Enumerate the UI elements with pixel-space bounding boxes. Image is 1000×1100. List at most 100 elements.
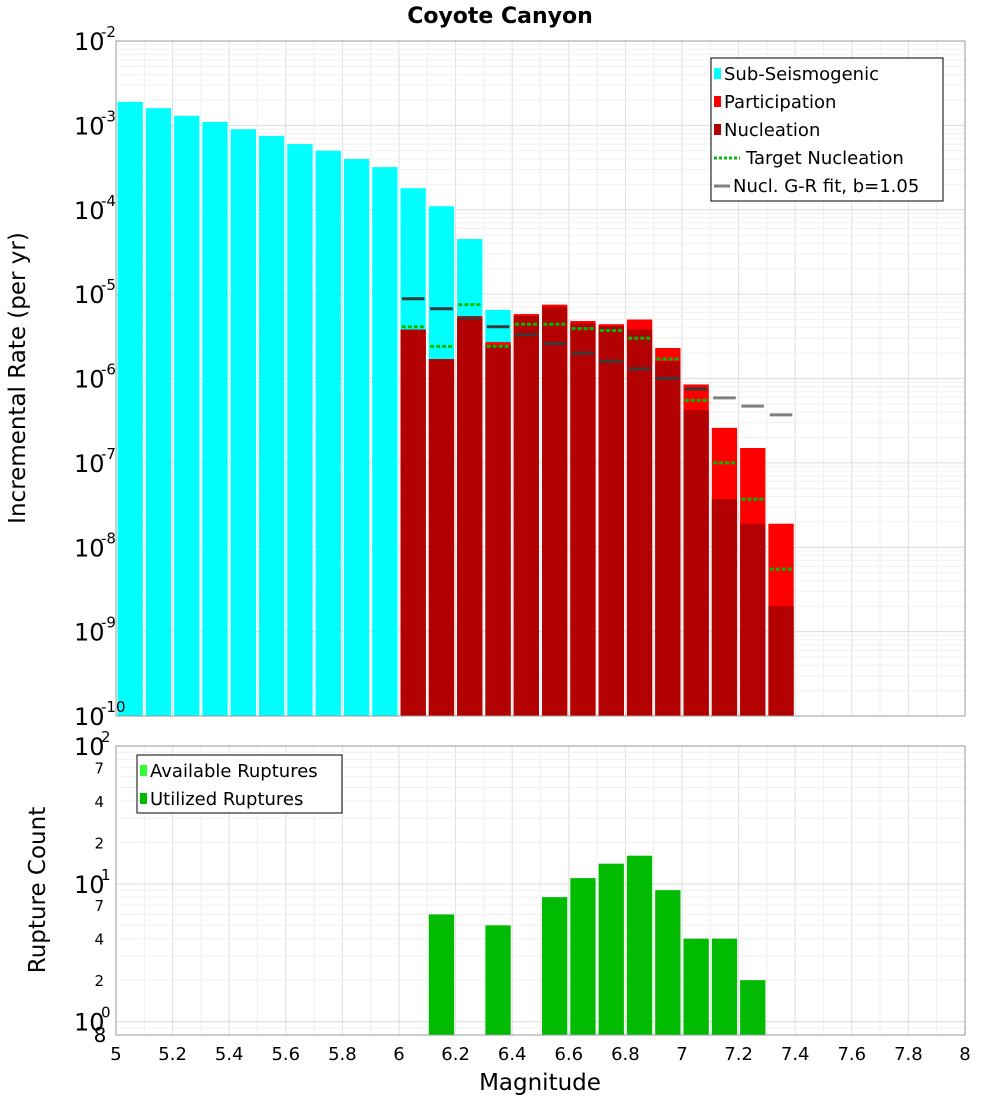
chart-title: Coyote Canyon: [407, 4, 593, 29]
y-tick-exponent: -10: [101, 698, 126, 716]
x-tick-label: 6.4: [498, 1044, 527, 1065]
bar-utilized-ruptures: [485, 925, 511, 1035]
y-tick-label: 10-4: [74, 192, 116, 225]
bar-utilized-ruptures: [598, 863, 624, 1035]
x-tick-label: 5.6: [271, 1044, 300, 1065]
y-tick-exponent: -6: [101, 361, 116, 379]
bar-sub-seismogenic: [202, 121, 228, 716]
x-tick-label: 6: [393, 1044, 404, 1065]
legend-swatch: [714, 68, 721, 79]
bottom-plot-frame: [115, 745, 966, 1036]
bar-sub-seismogenic: [372, 167, 398, 716]
bar-nucleation: [598, 325, 624, 716]
bar-nucleation: [485, 344, 511, 716]
legend-item: Nucleation: [714, 120, 820, 141]
legend-item: Sub-Seismogenic: [714, 64, 879, 85]
legend-label: Available Ruptures: [150, 761, 318, 782]
bar-sub-seismogenic: [287, 144, 313, 716]
bar-nucleation: [542, 307, 568, 716]
y-tick-base: 10: [74, 1009, 105, 1037]
bar-utilized-ruptures: [711, 938, 738, 1035]
bar-sub-seismogenic: [174, 115, 200, 716]
y-minor-tick-label: 4: [94, 793, 104, 811]
x-tick-label: 8: [959, 1044, 970, 1065]
y-tick-label: 10-5: [74, 276, 116, 309]
y-tick-exponent: -9: [101, 614, 116, 632]
legend-swatch: [140, 793, 147, 804]
y-tick-label: 101: [74, 866, 111, 899]
y-tick-base: 10: [74, 733, 105, 761]
y-tick-label: 100: [74, 1004, 111, 1037]
y-tick-exponent: 1: [101, 866, 111, 884]
x-tick-label: 6.2: [441, 1044, 470, 1065]
legend-label: Nucleation: [724, 120, 820, 141]
bottom-y-axis-title: Rupture Count: [25, 807, 51, 973]
y-tick-base: 10: [74, 871, 105, 899]
bar-sub-seismogenic: [145, 108, 172, 717]
bar-sub-seismogenic: [230, 129, 256, 717]
bottom-legend: Available Ruptures Utilized Ruptures: [136, 754, 343, 814]
x-tick-label: 5.2: [158, 1044, 187, 1065]
y-tick-base: 10: [74, 281, 105, 309]
y-tick-exponent: -7: [101, 445, 116, 463]
x-tick-label: 7: [676, 1044, 687, 1065]
bar-sub-seismogenic: [117, 101, 143, 716]
bar-nucleation: [457, 318, 483, 716]
y-minor-tick-label: 7: [94, 759, 104, 777]
y-tick-label: 10-2: [74, 23, 116, 56]
legend-label: Utilized Ruptures: [150, 789, 303, 810]
legend-swatch: [714, 124, 721, 135]
bar-nucleation: [711, 499, 738, 716]
y-tick-exponent: -4: [101, 192, 116, 210]
top-legend-box: [710, 57, 944, 202]
y-tick-base: 10: [74, 112, 105, 140]
y-tick-exponent: -3: [101, 107, 116, 125]
x-tick-label: 7.8: [894, 1044, 923, 1065]
bar-sub-seismogenic: [343, 158, 370, 717]
bar-utilized-ruptures: [740, 980, 766, 1035]
x-tick-label: 7.4: [781, 1044, 810, 1065]
legend-label: Sub-Seismogenic: [724, 64, 879, 85]
y-tick-label: 102: [74, 728, 111, 761]
top-legend: Sub-Seismogenic Participation Nucleation Ta…: [710, 57, 944, 202]
y-tick-label: 10-9: [74, 614, 116, 647]
top-plot-frame: [115, 40, 966, 717]
y-minor-tick-label: 2: [94, 972, 104, 990]
bottom-bars: [428, 855, 766, 1035]
legend-swatch: [714, 96, 721, 107]
bottom-legend-box: [136, 754, 343, 814]
bar-sub-seismogenic: [315, 150, 341, 716]
y-tick-base: 10: [74, 703, 105, 731]
y-tick-label: 10-3: [74, 107, 116, 140]
legend-item: Nucl. G-R fit, b=1.05: [714, 176, 919, 197]
legend-label: Target Nucleation: [745, 148, 904, 169]
y-tick-base: 10: [74, 619, 105, 647]
legend-item: Target Nucleation: [714, 148, 904, 169]
y-bottom-label: 8: [94, 1023, 107, 1047]
y-tick-exponent: -8: [101, 529, 116, 547]
y-minor-tick-label: 2: [94, 834, 104, 852]
bar-nucleation: [768, 606, 794, 716]
y-tick-label: 10-10: [74, 698, 126, 731]
x-tick-label: 6.6: [554, 1044, 583, 1065]
x-tick-label: 6.8: [611, 1044, 640, 1065]
legend-label: Participation: [724, 92, 836, 113]
bar-nucleation: [683, 410, 709, 716]
bar-utilized-ruptures: [655, 890, 681, 1035]
y-tick-exponent: 0: [101, 1004, 111, 1022]
legend-swatch: [140, 765, 147, 776]
bar-utilized-ruptures: [570, 878, 596, 1035]
y-tick-base: 10: [74, 28, 105, 56]
bar-utilized-ruptures: [428, 914, 455, 1035]
x-tick-label: 5.8: [328, 1044, 357, 1065]
bar-nucleation: [513, 316, 539, 716]
bar-nucleation: [626, 329, 653, 716]
legend-item: Participation: [714, 92, 836, 113]
bar-sub-seismogenic: [259, 135, 285, 717]
bar-nucleation: [570, 323, 596, 716]
x-tick-label: 7.2: [724, 1044, 753, 1065]
y-minor-tick-label: 4: [94, 931, 104, 949]
y-tick-base: 10: [74, 197, 105, 225]
bar-utilized-ruptures: [542, 897, 568, 1035]
x-tick-label: 7.6: [837, 1044, 866, 1065]
